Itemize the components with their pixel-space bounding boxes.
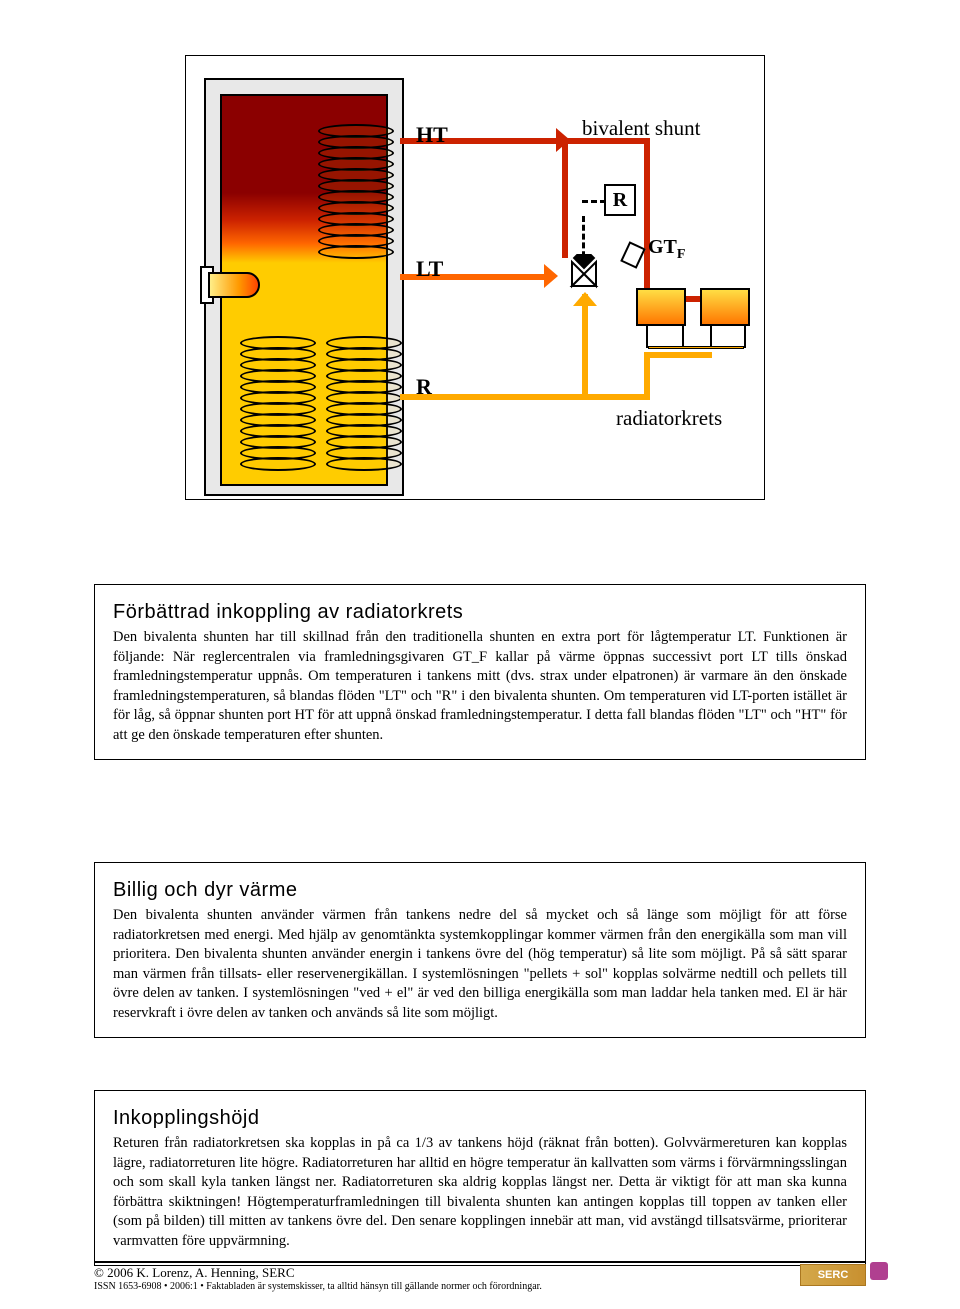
control-wire-h <box>582 200 606 203</box>
label-controller-r: R <box>604 184 636 216</box>
radiator-base <box>648 346 744 349</box>
section-body: Returen från radiatorkretsen ska kopplas… <box>113 1134 847 1251</box>
issn-note: ISSN 1653-6908 • 2006:1 • Faktabladen är… <box>94 1281 866 1292</box>
copyright: © 2006 K. Lorenz, A. Henning, SERC <box>94 1265 866 1281</box>
label-r-return: R <box>416 374 432 400</box>
section-cheap-expensive-heat: Billig och dyr värme Den bivalenta shunt… <box>94 862 866 1038</box>
electric-heater <box>208 272 260 298</box>
coil-top <box>318 124 394 272</box>
footer: © 2006 K. Lorenz, A. Henning, SERC ISSN … <box>94 1261 866 1292</box>
hogskolan-logo <box>870 1262 888 1280</box>
storage-tank <box>204 78 404 496</box>
label-gt: GTF <box>648 236 685 263</box>
radiator-leg <box>682 324 684 348</box>
radiator-leg <box>710 324 712 348</box>
pipe-return-join <box>582 394 650 400</box>
pipe-from-radiator <box>644 352 712 358</box>
pipe-return-down <box>644 352 650 400</box>
radiator-leg <box>744 324 746 348</box>
section-body: Den bivalenta shunten använder värmen fr… <box>113 906 847 1023</box>
section-connection-height: Inkopplingshöjd Returen från radiatorkre… <box>94 1090 866 1266</box>
radiator-1 <box>636 288 686 326</box>
bivalent-shunt-valve <box>564 254 604 294</box>
label-ht: HT <box>416 122 448 148</box>
label-lt: LT <box>416 256 443 282</box>
coil-bottom-left <box>240 336 316 484</box>
coil-bottom-right <box>326 336 402 484</box>
arrow-return <box>573 292 597 306</box>
section-title: Förbättrad inkoppling av radiatorkrets <box>113 599 847 626</box>
label-radiatorkrets: radiatorkrets <box>616 406 722 431</box>
section-title: Inkopplingshöjd <box>113 1105 847 1132</box>
heating-system-diagram: HT LT R bivalent shunt R GTF radiatorkre… <box>185 55 765 500</box>
section-body: Den bivalenta shunten har till skillnad … <box>113 628 847 745</box>
section-improved-connection: Förbättrad inkoppling av radiatorkrets D… <box>94 584 866 760</box>
section-title: Billig och dyr värme <box>113 877 847 904</box>
pipe-return-vertical <box>582 294 588 400</box>
serc-logo: SERC <box>800 1264 866 1286</box>
radiator-2 <box>700 288 750 326</box>
pipe-ht-vertical <box>562 138 568 258</box>
arrow-lt <box>544 264 558 288</box>
sensor-gt <box>620 241 646 269</box>
pipe-supply-down <box>644 138 650 298</box>
radiator-leg <box>646 324 648 348</box>
label-bivalent-shunt: bivalent shunt <box>582 116 700 141</box>
